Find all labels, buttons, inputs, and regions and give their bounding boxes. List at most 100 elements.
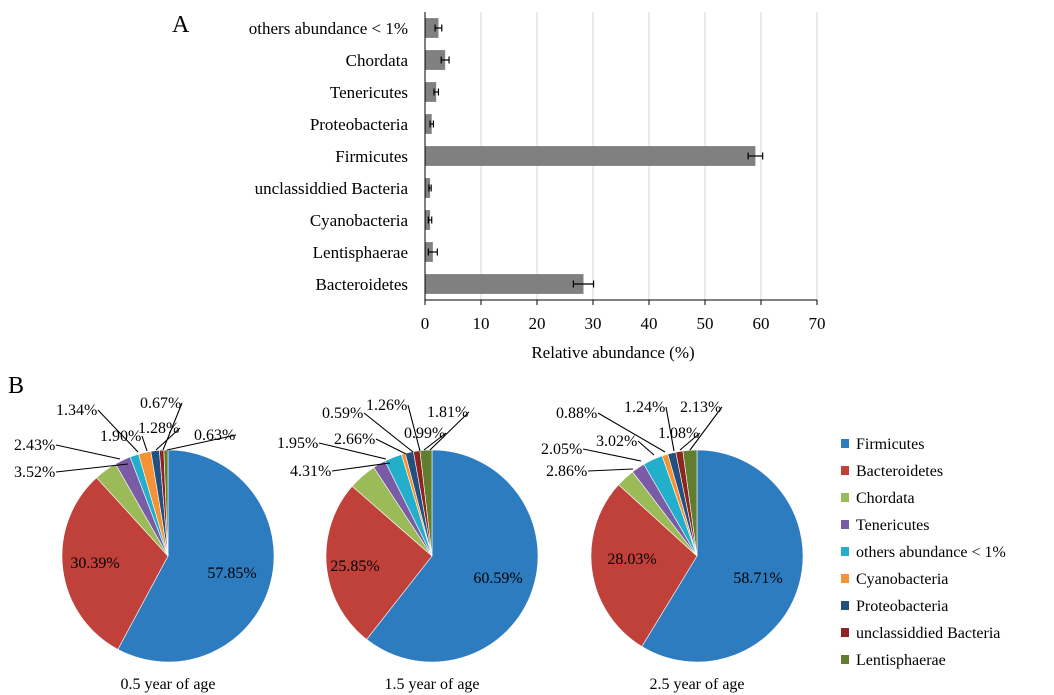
pie-leader-line [407,404,421,452]
pie-data-label: 25.85% [330,558,379,575]
pie-leader-line [665,406,675,452]
bar [425,210,431,230]
bar [425,114,432,134]
pie-data-label: 3.02% [596,433,637,450]
pie-slice [117,449,275,663]
x-tick-label: 0 [421,314,430,333]
category-label: Proteobacteria [310,115,409,134]
pie-slice [590,484,698,647]
pie-data-label: 1.24% [624,399,665,416]
pie-data-label: 1.34% [56,402,97,419]
pie-leader-line [375,438,407,455]
pie-leader-line [97,409,139,453]
category-label: others abundance < 1% [249,19,408,38]
pie-data-label: 60.59% [473,570,522,587]
pie-slice [641,449,804,663]
category-label: Cyanobacteria [310,211,409,230]
category-label: Chordata [346,51,409,70]
pie-data-label: 0.67% [140,395,181,412]
pie-data-label: 2.43% [14,437,55,454]
pie-data-label: 2.05% [541,441,582,458]
pie-data-label: 1.81% [427,404,468,421]
pie-leader-line [55,463,129,473]
bar [425,18,439,38]
pie-leader-line [689,406,723,451]
pie-leader-line [363,412,414,453]
pie-data-label: 28.03% [607,551,656,568]
x-tick-label: 70 [809,314,826,333]
pie-data-label: 4.31% [290,463,331,480]
pie-data-label: 0.59% [322,405,363,422]
pie-leader-line [587,468,634,472]
panel-label-b: B [8,373,24,399]
x-tick-label: 60 [753,314,770,333]
legend-label: Bacteroidetes [856,463,943,480]
pie-leader-line [55,444,121,460]
pie-data-label: 1.95% [277,435,318,452]
pie-title: 1.5 year of age [384,676,479,693]
bar-chart: others abundance < 1% Chordata Tenericutes… [249,12,826,362]
legend-label: Firmicutes [856,436,924,453]
x-axis-title: Relative abundance (%) [531,343,694,362]
legend-label: Cyanobacteria [856,571,948,588]
pie-data-label: 30.39% [70,555,119,572]
legend-swatch [841,520,849,529]
category-label: Bacteroidetes [315,275,408,294]
legend-swatch [841,628,849,637]
pie-data-label: 1.90% [100,428,141,445]
bar [425,146,756,166]
pie-slice [366,449,539,663]
bar [425,50,446,70]
bar [425,82,437,102]
legend-label: Tenericutes [856,517,930,534]
category-label: unclassiddied Bacteria [255,179,409,198]
legend-swatch [841,493,849,502]
x-tick-label: 20 [529,314,546,333]
x-tick-label: 10 [473,314,490,333]
pie-data-label: 2.66% [334,431,375,448]
legend-label: Chordata [856,490,915,507]
legend-swatch [841,439,849,448]
category-label: Firmicutes [335,147,408,166]
legend-swatch [841,466,849,475]
bar [425,274,584,294]
pie-charts: 57.85% 30.39% 3.52% 2.43% 1.34%1.90%1.28% 0.6… [14,395,804,693]
pie-slice [61,477,169,650]
pie-leader-line [166,434,237,451]
pie-slice [325,485,433,640]
legend-swatch [841,655,849,664]
legend-swatch [841,601,849,610]
category-label: Tenericutes [330,83,408,102]
pie-title: 0.5 year of age [120,676,215,693]
pie-leader-line [637,440,655,456]
pie-data-label: 1.26% [366,397,407,414]
pie-leader-line [582,448,642,462]
legend-label: unclassiddied Bacteria [856,625,1000,642]
legend-swatch [841,547,849,556]
pie-data-label: 0.63% [194,427,235,444]
pie-data-label: 2.86% [546,463,587,480]
pie-leader-line [429,411,470,451]
pie-leader-line [423,432,447,451]
pie-data-label: 0.99% [404,425,445,442]
pie-leader-line [141,435,148,452]
pie-leader-line [597,412,666,453]
panel-label-a: A [172,12,190,38]
pie-leader-line [679,432,701,451]
x-tick-label: 40 [641,314,658,333]
pie-data-label: 1.28% [138,420,179,437]
legend-swatch [841,574,849,583]
category-label: Lentisphaerae [313,243,408,262]
x-tick-label: 50 [697,314,714,333]
pie-data-label: 3.52% [14,464,55,481]
bar [425,178,431,198]
legend-label: others abundance < 1% [856,544,1006,561]
legend-label: Proteobacteria [856,598,948,615]
legend-label: Lentisphaerae [856,652,946,669]
pie-leader-line [331,462,391,472]
pie-leader-line [318,442,387,460]
pie-title: 2.5 year of age [649,676,744,693]
pie-data-label: 58.71% [733,570,782,587]
pie-slice [682,449,698,557]
